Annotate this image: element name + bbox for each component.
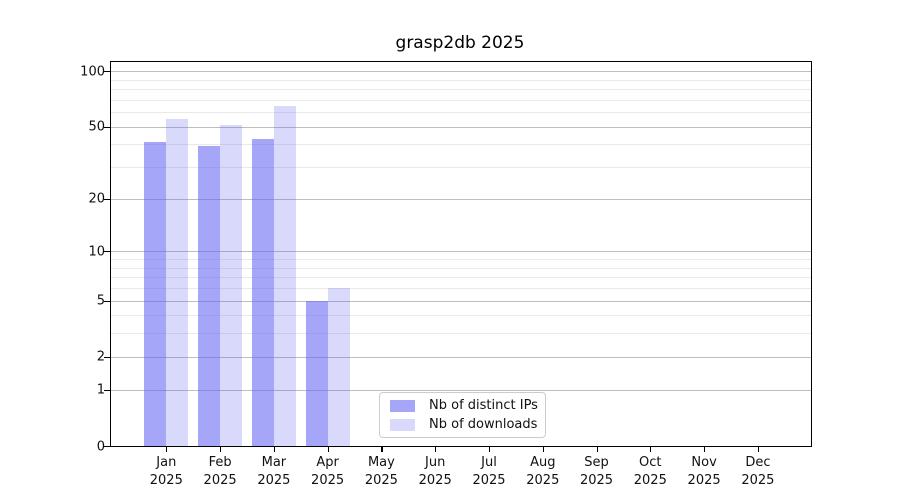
bar-apr-downloads: [327, 287, 350, 446]
minor-gridline: [111, 287, 811, 289]
y-tick-mark: [104, 356, 110, 358]
x-tick-mark: [435, 446, 437, 452]
major-gridline: [111, 356, 811, 358]
minor-gridline: [111, 99, 811, 101]
y-tick-label: 50: [88, 119, 105, 135]
bar-jan-downloads: [166, 119, 189, 446]
legend: Nb of distinct IPs Nb of downloads: [379, 392, 546, 438]
minor-gridline: [111, 167, 811, 169]
x-tick-label: Jun 2025: [418, 455, 452, 489]
minor-gridline: [111, 79, 811, 81]
x-tick-mark: [489, 446, 491, 452]
x-tick-mark: [166, 446, 168, 452]
minor-gridline: [111, 259, 811, 260]
minor-gridline: [111, 89, 811, 90]
y-tick-mark: [104, 446, 110, 448]
y-tick-label: 20: [88, 191, 105, 207]
x-tick-mark: [596, 446, 598, 452]
bar-feb-downloads: [220, 125, 243, 446]
y-tick-mark: [104, 251, 110, 253]
minor-gridline: [111, 315, 811, 317]
x-tick-label: Feb 2025: [203, 455, 237, 489]
legend-swatch-icon: [390, 399, 415, 412]
x-tick-label: Jan 2025: [149, 455, 183, 489]
x-tick-mark: [381, 446, 383, 452]
y-tick-label: 0: [96, 439, 105, 454]
x-tick-label: Dec 2025: [741, 455, 775, 489]
y-tick-label: 10: [88, 244, 105, 260]
minor-gridline: [111, 277, 811, 279]
x-tick-label: Oct 2025: [633, 455, 667, 489]
minor-gridline: [111, 112, 811, 114]
y-tick-mark: [104, 389, 110, 391]
x-tick-label: Nov 2025: [687, 455, 721, 489]
y-tick-mark: [104, 300, 110, 302]
major-gridline: [111, 389, 811, 391]
bar-feb-distinct-ips: [198, 146, 221, 446]
x-tick-label: May 2025: [364, 455, 398, 489]
legend-label: Nb of downloads: [429, 417, 538, 432]
y-tick-mark: [104, 198, 110, 200]
x-tick-mark: [220, 446, 222, 452]
bar-jan-distinct-ips: [144, 142, 167, 446]
bar-mar-distinct-ips: [251, 138, 274, 446]
major-gridline: [111, 71, 811, 73]
chart-title: grasp2db 2025: [395, 33, 525, 53]
x-tick-mark: [327, 446, 329, 452]
x-tick-mark: [704, 446, 706, 452]
legend-swatch-icon: [390, 418, 415, 431]
legend-item: Nb of distinct IPs: [388, 398, 538, 413]
x-tick-label: Sep 2025: [579, 455, 614, 489]
y-tick-label: 2: [96, 349, 105, 365]
major-gridline: [111, 126, 811, 128]
plot-area: 0 1 2 5 10 20 50 100 Jan 2025 Feb 2025 Mar 2025 Ap…: [80, 61, 812, 488]
major-gridline: [111, 300, 811, 302]
minor-gridline: [111, 267, 811, 269]
x-tick-label: Jul 2025: [472, 455, 506, 489]
y-tick-label: 100: [80, 64, 105, 80]
x-tick-label: Mar 2025: [257, 455, 291, 489]
x-tick-mark: [273, 446, 276, 452]
y-tick-mark: [104, 71, 110, 73]
minor-gridline: [111, 333, 811, 335]
x-tick-mark: [542, 446, 544, 452]
legend-label: Nb of distinct IPs: [429, 398, 538, 413]
minor-gridline: [111, 144, 811, 146]
x-tick-mark: [757, 446, 760, 452]
x-tick-label: Apr 2025: [311, 455, 345, 489]
y-tick-mark: [104, 126, 110, 128]
major-gridline: [111, 251, 811, 253]
x-tick-label: Aug 2025: [526, 455, 560, 489]
y-tick-label: 1: [96, 382, 105, 398]
y-tick-label: 5: [96, 293, 105, 309]
bar-mar-downloads: [273, 105, 296, 446]
bar-apr-distinct-ips: [305, 300, 328, 446]
major-gridline: [111, 198, 811, 200]
legend-item: Nb of downloads: [388, 417, 537, 432]
x-tick-mark: [650, 446, 652, 452]
